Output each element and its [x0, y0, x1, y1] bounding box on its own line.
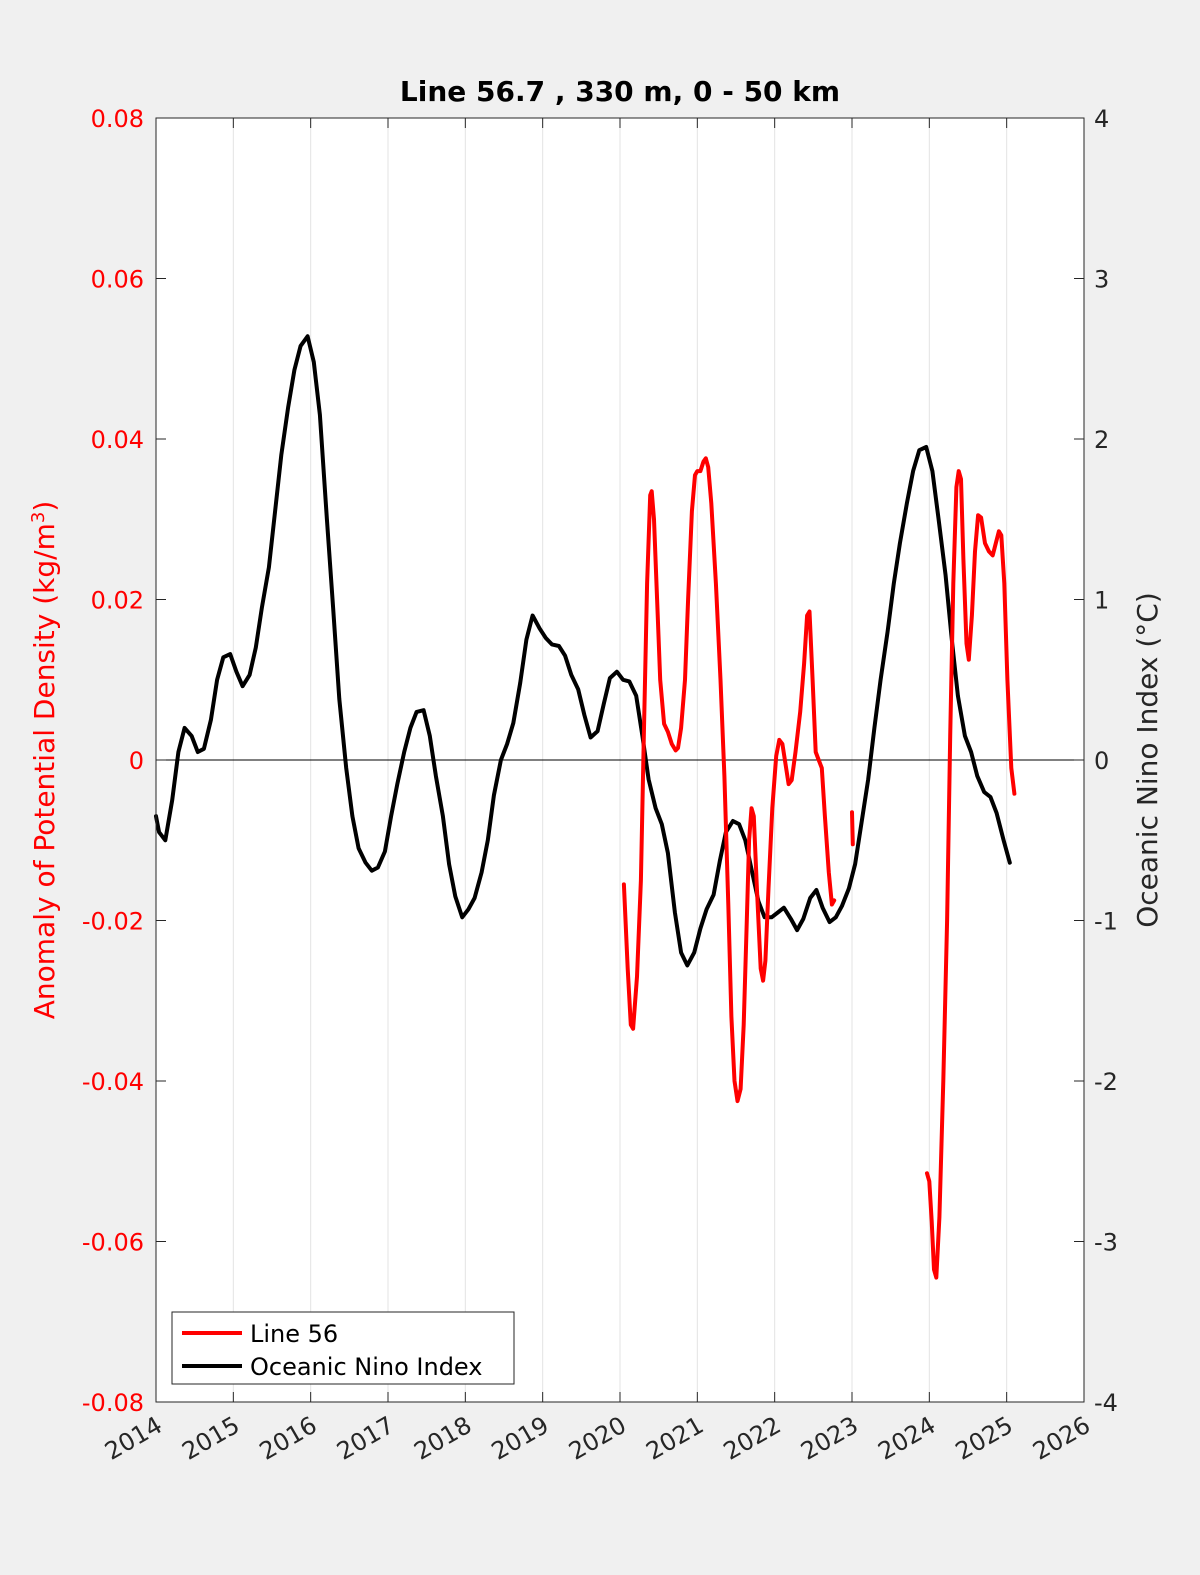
y-right-axis-label: Oceanic Nino Index (°C): [1131, 592, 1164, 928]
x-tick-label: 2024: [873, 1411, 940, 1466]
y-left-tick-label: 0: [129, 747, 144, 775]
x-tick-label: 2025: [951, 1411, 1018, 1466]
y-left-tick-label: -0.02: [82, 908, 144, 936]
y-right-tick-label: 1: [1094, 587, 1109, 615]
x-tick-label: 2020: [564, 1411, 631, 1466]
y-left-axis-label: Anomaly of Potential Density (kg/m3): [28, 501, 62, 1020]
y-left-tick-label: -0.04: [82, 1068, 144, 1096]
legend-label-line-56: Line 56: [250, 1320, 338, 1348]
x-tick-label: 2018: [409, 1411, 476, 1466]
y-left-label-main: Anomaly of Potential Density (kg/m: [28, 523, 61, 1019]
y-right-tick-label: -2: [1094, 1068, 1118, 1096]
series-line-line-56-1: [850, 810, 855, 847]
y-left-tick-label: -0.06: [82, 1229, 144, 1257]
x-tick-label: 2021: [641, 1411, 708, 1466]
legend-label-oni: Oceanic Nino Index: [250, 1353, 482, 1381]
tick-marks: [155, 117, 1085, 1403]
x-tick-label: 2016: [255, 1411, 322, 1466]
y-left-tick-label: 0.02: [91, 587, 144, 615]
x-tick-labels: 2014 2015 2016 2017 2018 2019 2020 2021 2022 2023…: [100, 1411, 1095, 1466]
legend: Line 56 Oceanic Nino Index: [171, 1311, 515, 1385]
x-tick-label: 2014: [100, 1411, 167, 1466]
x-tick-label: 2017: [332, 1411, 399, 1466]
x-tick-label: 2026: [1028, 1411, 1095, 1466]
series-layer: [154, 334, 1017, 1280]
series-line-line-56-2: [925, 469, 1017, 1280]
y-right-tick-label: -4: [1094, 1389, 1118, 1417]
series-line-oceanic-nino-index-0: [154, 334, 1012, 968]
y-right-tick-label: -1: [1094, 908, 1118, 936]
y-right-tick-label: 0: [1094, 747, 1109, 775]
x-tick-label: 2019: [487, 1411, 554, 1466]
y-left-tick-label: 0.06: [91, 266, 144, 294]
legend-box: [171, 1311, 515, 1385]
y-right-tick-labels: -4 -3 -2 -1 0 1 2 3 4: [1094, 105, 1118, 1417]
y-right-tick-label: -3: [1094, 1229, 1118, 1257]
x-tick-label: 2022: [719, 1411, 786, 1466]
x-tick-label: 2015: [177, 1411, 244, 1466]
chart-title: Line 56.7 , 330 m, 0 - 50 km: [400, 75, 840, 108]
y-left-label-sup: 3: [28, 512, 49, 523]
y-left-label-end: ): [28, 501, 61, 512]
series-line-line-56-0: [621, 456, 837, 1104]
y-right-tick-label: 2: [1094, 426, 1109, 454]
x-tick-label: 2023: [796, 1411, 863, 1466]
y-right-tick-label: 4: [1094, 105, 1109, 133]
y-left-tick-labels: -0.08 -0.06 -0.04 -0.02 0 0.02 0.04 0.06 0.08: [82, 105, 144, 1417]
y-right-tick-label: 3: [1094, 266, 1109, 294]
y-left-tick-label: 0.04: [91, 426, 144, 454]
y-left-tick-label: -0.08: [82, 1389, 144, 1417]
y-left-tick-label: 0.08: [91, 105, 144, 133]
